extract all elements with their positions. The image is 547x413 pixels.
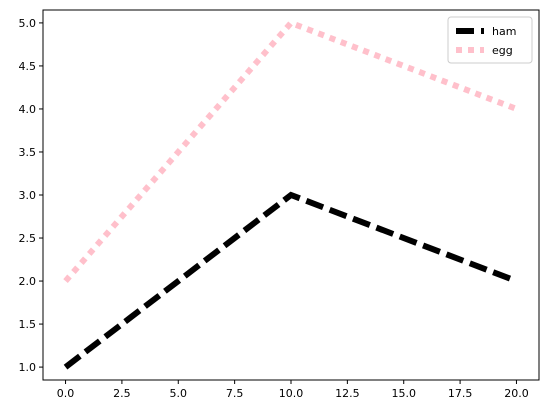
x-tick-label: 20.0	[504, 387, 529, 400]
y-tick-label: 4.5	[19, 60, 37, 73]
x-tick-label: 10.0	[279, 387, 304, 400]
x-tick-label: 2.5	[113, 387, 131, 400]
series-layer	[63, 19, 518, 370]
y-tick-label: 3.5	[19, 146, 37, 159]
x-tick-label: 7.5	[226, 387, 244, 400]
legend-label-ham: ham	[492, 25, 516, 38]
y-tick-label: 3.0	[19, 189, 37, 202]
x-tick-label: 15.0	[391, 387, 416, 400]
x-tick-label: 5.0	[170, 387, 188, 400]
y-tick-label: 1.0	[19, 361, 37, 374]
legend-label-egg: egg	[492, 44, 513, 57]
x-tick-label: 12.5	[335, 387, 360, 400]
y-tick-label: 1.5	[19, 318, 37, 331]
legend: ham egg	[447, 16, 533, 64]
x-tick-label: 0.0	[57, 387, 75, 400]
legend-box	[447, 16, 533, 64]
y-tick-label: 5.0	[19, 17, 37, 30]
series-line-ham	[63, 191, 518, 370]
y-axis: 1.0 1.5 2.0 2.5 3.0 3.5 4.0 4.5 5.0	[19, 17, 43, 374]
y-tick-label: 4.0	[19, 103, 37, 116]
x-axis: 0.0 2.5 5.0 7.5 10.0 12.5 15.0 17.5 20.0	[57, 380, 529, 400]
x-tick-label: 17.5	[448, 387, 473, 400]
y-tick-label: 2.5	[19, 232, 37, 245]
y-tick-label: 2.0	[19, 275, 37, 288]
